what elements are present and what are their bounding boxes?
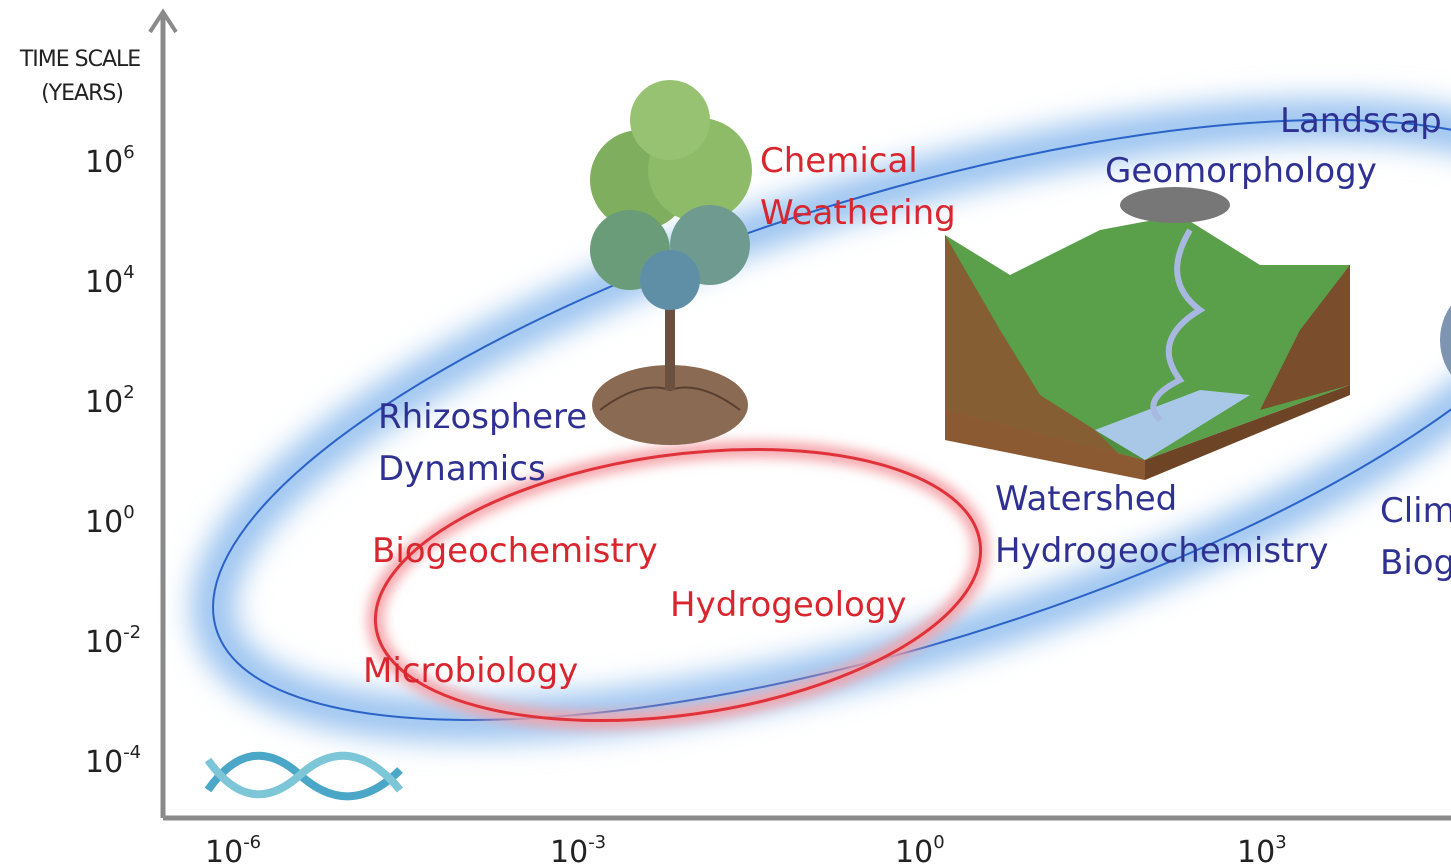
x-tick-label: 10-6 bbox=[205, 832, 261, 867]
x-tick-label: 100 bbox=[895, 832, 945, 867]
y-tick-label: 102 bbox=[85, 382, 135, 420]
label: Hydrogeology bbox=[670, 585, 907, 625]
label: Rhizosphere bbox=[378, 397, 587, 437]
x-tick-label: 10-3 bbox=[550, 832, 606, 867]
label: Biog bbox=[1380, 543, 1451, 583]
dna-illustration bbox=[204, 751, 404, 801]
label: Hydrogeochemistry bbox=[995, 531, 1328, 571]
x-tick-label-base: 10 bbox=[895, 835, 933, 867]
y-tick-label-exp: 6 bbox=[123, 142, 134, 163]
label: Chemical bbox=[760, 141, 918, 181]
axis-title: (YEARS) bbox=[41, 81, 123, 106]
x-tick-label-exp: 0 bbox=[933, 832, 944, 853]
globe-illustration bbox=[1440, 305, 1451, 375]
y-tick-label-exp: 4 bbox=[123, 262, 134, 283]
label: Biogeochemistry bbox=[372, 531, 658, 571]
label: Dynamics bbox=[378, 449, 546, 489]
y-tick-label: 10-2 bbox=[85, 622, 141, 660]
y-tick-label-exp: -4 bbox=[123, 742, 141, 763]
label: Watershed bbox=[995, 479, 1177, 519]
label: Landscap bbox=[1280, 101, 1442, 141]
x-tick-label-base: 10 bbox=[1237, 835, 1275, 867]
blue-ellipse bbox=[191, 98, 1451, 742]
label: Geomorphology bbox=[1105, 151, 1377, 191]
x-tick-label-exp: -6 bbox=[243, 832, 261, 853]
y-tick-label-base: 10 bbox=[85, 385, 123, 420]
x-tick-label-exp: -3 bbox=[588, 832, 606, 853]
tree-illustration bbox=[590, 80, 752, 445]
y-tick-label-base: 10 bbox=[85, 145, 123, 180]
y-tick-label: 106 bbox=[85, 142, 135, 180]
red-ellipse bbox=[367, 441, 989, 729]
axes bbox=[148, 8, 1451, 821]
y-tick-label: 10-4 bbox=[85, 742, 141, 780]
y-tick-label-exp: 2 bbox=[123, 382, 134, 403]
y-tick-label: 104 bbox=[85, 262, 135, 300]
y-tick-label-base: 10 bbox=[85, 625, 123, 660]
y-tick-label: 100 bbox=[85, 502, 135, 540]
watershed-illustration bbox=[945, 187, 1350, 480]
x-tick-label: 103 bbox=[1237, 832, 1287, 867]
x-tick-label-base: 10 bbox=[205, 835, 243, 867]
label: Clim bbox=[1380, 491, 1451, 531]
axis-title: TIME SCALE bbox=[19, 47, 140, 72]
label: Weathering bbox=[760, 193, 956, 233]
y-tick-label-base: 10 bbox=[85, 265, 123, 300]
y-tick-label-base: 10 bbox=[85, 505, 123, 540]
y-tick-label-exp: -2 bbox=[123, 622, 141, 643]
y-tick-label-base: 10 bbox=[85, 745, 123, 780]
label: Microbiology bbox=[363, 651, 578, 691]
x-tick-label-exp: 3 bbox=[1275, 832, 1286, 853]
y-tick-label-exp: 0 bbox=[123, 502, 134, 523]
x-tick-label-base: 10 bbox=[550, 835, 588, 867]
